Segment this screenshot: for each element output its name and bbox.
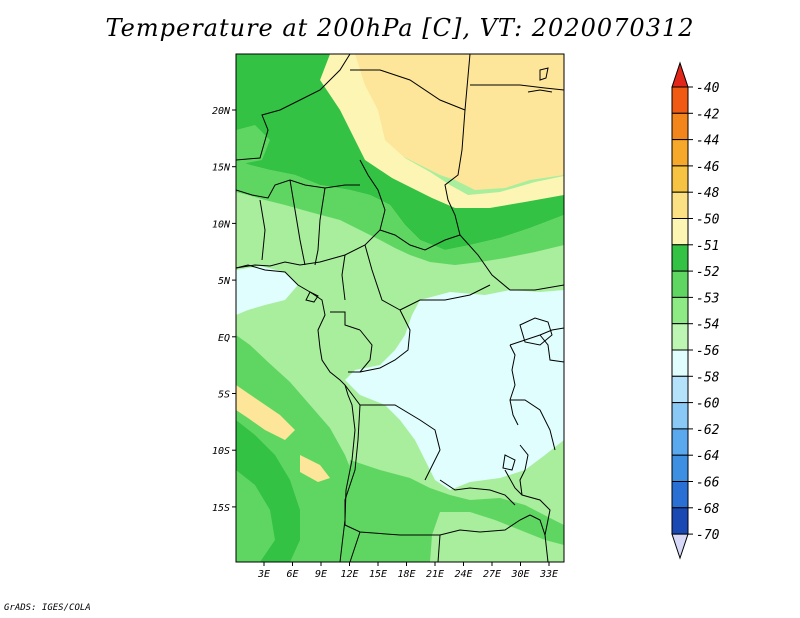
lon-label: 9E: [315, 569, 327, 580]
map-frame: [235, 53, 565, 563]
field-m54-m56: [345, 290, 564, 490]
lat-label: 15N: [212, 163, 231, 174]
temperature-map: [236, 54, 564, 562]
lon-label: 27E: [483, 569, 501, 580]
lat-label: EQ: [218, 333, 230, 344]
colorbar-bottom-arrow: [671, 533, 689, 560]
chart-title: Temperature at 200hPa [C], VT: 202007031…: [105, 14, 695, 42]
colorbar-box: [671, 296, 689, 325]
colorbar-box: [671, 86, 689, 114]
colorbar-box: [671, 507, 689, 535]
colorbar-box: [671, 402, 689, 430]
colorbar-box: [671, 323, 689, 351]
colorbar-label: -60: [696, 397, 720, 412]
colorbar-label: -62: [696, 423, 720, 438]
colorbar-box: [671, 244, 689, 272]
lon-label: 3E: [257, 569, 270, 580]
colorbar-box: [671, 165, 689, 193]
lon-label: 15E: [369, 569, 387, 580]
grads-credit: GrADS: IGES/COLA: [4, 603, 91, 613]
colorbar-box: [671, 270, 689, 298]
colorbar-label: -68: [696, 502, 720, 517]
colorbar-box: [671, 139, 689, 167]
colorbar-label: -40: [696, 81, 720, 96]
lat-label: 5S: [218, 390, 230, 401]
colorbar-box: [671, 218, 689, 246]
field-m51-m52: [236, 54, 564, 250]
colorbar-box: [671, 375, 689, 404]
colorbar-box: [671, 454, 689, 483]
lat-label: 10S: [212, 446, 230, 457]
colorbar-label: -56: [696, 344, 720, 359]
lon-label: 21E: [426, 569, 444, 580]
colorbar-top-arrow: [671, 61, 689, 88]
lon-label: 24E: [454, 569, 472, 580]
colorbar-label: -53: [696, 291, 719, 306]
colorbar-label: -51: [696, 239, 719, 254]
colorbar-label: -52: [696, 265, 720, 280]
colorbar-box: [671, 481, 689, 509]
lon-label: 33E: [539, 569, 558, 580]
colorbar-label: -66: [696, 476, 720, 491]
lat-label: 5N: [218, 276, 231, 287]
colorbar-label: -58: [696, 370, 720, 385]
map-axes: 3E 6E 9E 12E 15E 18E 21E 24E 27E 30E 33E 20N 15N 10N 5…: [212, 106, 558, 580]
colorbar: -40 -42 -44 -46 -48 -50 -51 -52 -53 -54 -56 -58 -60 -…: [671, 61, 720, 560]
lon-label: 30E: [510, 569, 529, 580]
colorbar-box: [671, 428, 689, 456]
lat-label: 20N: [212, 106, 231, 117]
colorbar-label: -44: [696, 134, 719, 149]
colorbar-label: -50: [696, 213, 720, 228]
lon-label: 12E: [340, 569, 358, 580]
colorbar-box: [671, 112, 689, 141]
lat-label: 10N: [212, 219, 231, 230]
field-lt-m50: [350, 54, 564, 190]
field-m52-m53-north: [236, 160, 564, 265]
lon-label: 6E: [286, 569, 298, 580]
field-m50-m51: [320, 54, 564, 208]
colorbar-label: -46: [696, 160, 720, 175]
lon-label: 18E: [397, 569, 415, 580]
colorbar-label: -54: [696, 318, 719, 333]
colorbar-box: [671, 191, 689, 219]
colorbar-label: -70: [696, 528, 720, 543]
colorbar-label: -42: [696, 107, 720, 122]
colorbar-label: -48: [696, 186, 720, 201]
colorbar-label: -64: [696, 449, 719, 464]
lat-label: 15S: [212, 503, 230, 514]
colorbar-box: [671, 349, 689, 377]
